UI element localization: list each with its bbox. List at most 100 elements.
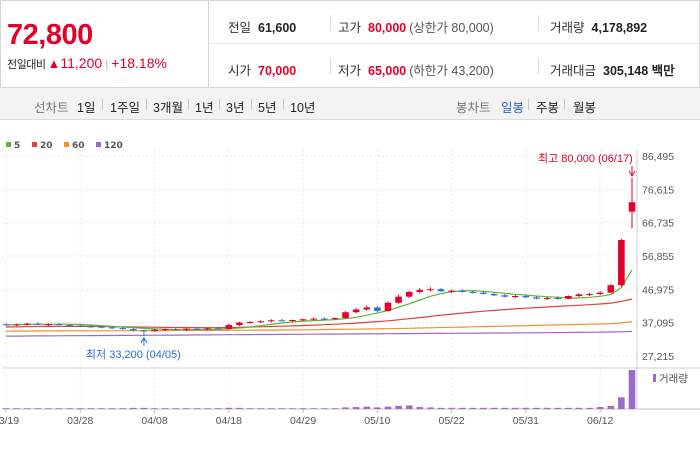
low-annotation-arrowhead [140,336,148,344]
candle-up [13,324,20,326]
volume-bar [374,407,381,409]
stat-note: (하한가 43,200) [409,64,494,78]
volume-bar [458,407,466,409]
legend-label-ma120: 120 [104,141,123,151]
volume-bar [278,408,286,409]
candle-down [172,329,180,331]
x-tick-label: 04/08 [141,415,167,427]
volume-bar [522,407,530,409]
ma5-line [5,269,633,331]
volume-bar [161,408,169,409]
candle-up [607,285,615,293]
period-tab-bar: 선차트 1일 1주일 3개월 1년 3년 5년 10년 봉차트 일봉 주봉 월봉 [0,88,700,120]
volume-bar [363,406,371,409]
volume-bar [565,407,572,409]
tab-1w[interactable]: 1주일 [110,101,140,115]
candle-down [98,326,105,328]
tab-daily[interactable]: 일봉 [501,101,525,115]
chart-legend: 5 20 60 120 [6,141,123,151]
tab-5y[interactable]: 5년 [258,101,277,115]
candle-down [76,325,84,327]
candle-down [437,289,445,292]
candles [2,177,636,336]
divider [283,99,284,110]
y-tick-label: 37,095 [642,318,674,330]
divider [528,99,529,110]
candle-up [628,202,636,212]
volume-bar [76,408,84,409]
x-tick-label: 04/29 [290,415,316,427]
y-tick-label: 56,855 [642,251,674,263]
volume-bar [299,408,307,409]
candle-down [2,324,10,326]
stats-panel: 전일 61,600 고가 80,000 (상한가 80,000) 거래량 4,178,8… [210,1,699,87]
up-triangle-icon: ▲ [47,56,61,71]
candle-up [352,309,360,313]
candle-up [267,320,275,322]
candle-up [45,323,52,325]
line-chart-title: 선차트 [34,101,69,115]
volume-bar [469,407,477,409]
divider [219,99,220,110]
candle-up [183,328,190,330]
volume-bar [533,407,540,409]
divider [538,58,539,74]
candle-down [140,330,148,332]
tab-weekly[interactable]: 주봉 [536,101,560,115]
volume-bar [511,407,519,409]
legend-swatch-ma60 [64,142,69,147]
candle-up [575,294,583,296]
volume-bar [204,408,211,409]
volume-bar [384,406,392,409]
volume-bar [34,408,42,409]
candle-up [448,290,455,292]
divider [251,99,252,110]
volume-legend-label: 거래량 [659,373,688,385]
x-tick-label: 03/19 [0,415,19,427]
volume-bar [310,408,317,409]
candlestick-chart: 5 20 60 120 거래량 최고 80,000 (06/17) 최저 33,200 … [0,141,700,427]
ma20-line [5,298,633,329]
volume-bar [23,408,31,409]
candle-down [533,297,540,299]
tab-1d[interactable]: 1일 [77,101,96,115]
candle-up [204,328,211,330]
volume-bar [87,408,95,409]
candle-up [565,295,572,299]
candle-down [130,329,137,331]
candle-down [480,292,487,294]
legend-swatch-ma120 [96,142,101,147]
current-price: 72,800 [7,19,93,51]
candle-down [108,327,116,329]
volume-bar [45,408,52,409]
volume-bar [618,397,625,409]
y-tick-label: 46,975 [642,284,674,296]
volume-bar [437,407,445,409]
tab-3m[interactable]: 3개월 [153,101,183,115]
change-percent: +18.18% [111,55,167,71]
change-label: 전일대비 [7,59,46,71]
candle-down [278,320,286,322]
tab-monthly[interactable]: 월봉 [573,101,597,115]
stat-low: 저가 65,000 (하한가 43,200) [338,60,494,79]
change-amount: 11,200 [60,55,103,71]
volume-bar [183,408,190,409]
tab-3y[interactable]: 3년 [226,101,245,115]
tab-1y[interactable]: 1년 [195,101,214,115]
volume-bars: 거래량 [2,370,688,409]
candle-up [225,325,233,330]
candle-up [405,291,413,297]
tab-10y[interactable]: 10년 [290,101,316,115]
stats-row-1: 전일 61,600 고가 80,000 (상한가 80,000) 거래량 4,178,8… [210,1,699,44]
divider [188,99,189,110]
volume-bar [352,407,360,409]
candle-down [55,323,63,326]
candle-down [87,326,95,328]
volume-bar [448,407,455,409]
stat-label: 거래량 [550,21,585,35]
candle-down [522,295,530,298]
volume-bar [543,407,551,409]
volume-bar [267,408,275,409]
volume-bar [66,408,73,409]
volume-bar [321,408,328,409]
